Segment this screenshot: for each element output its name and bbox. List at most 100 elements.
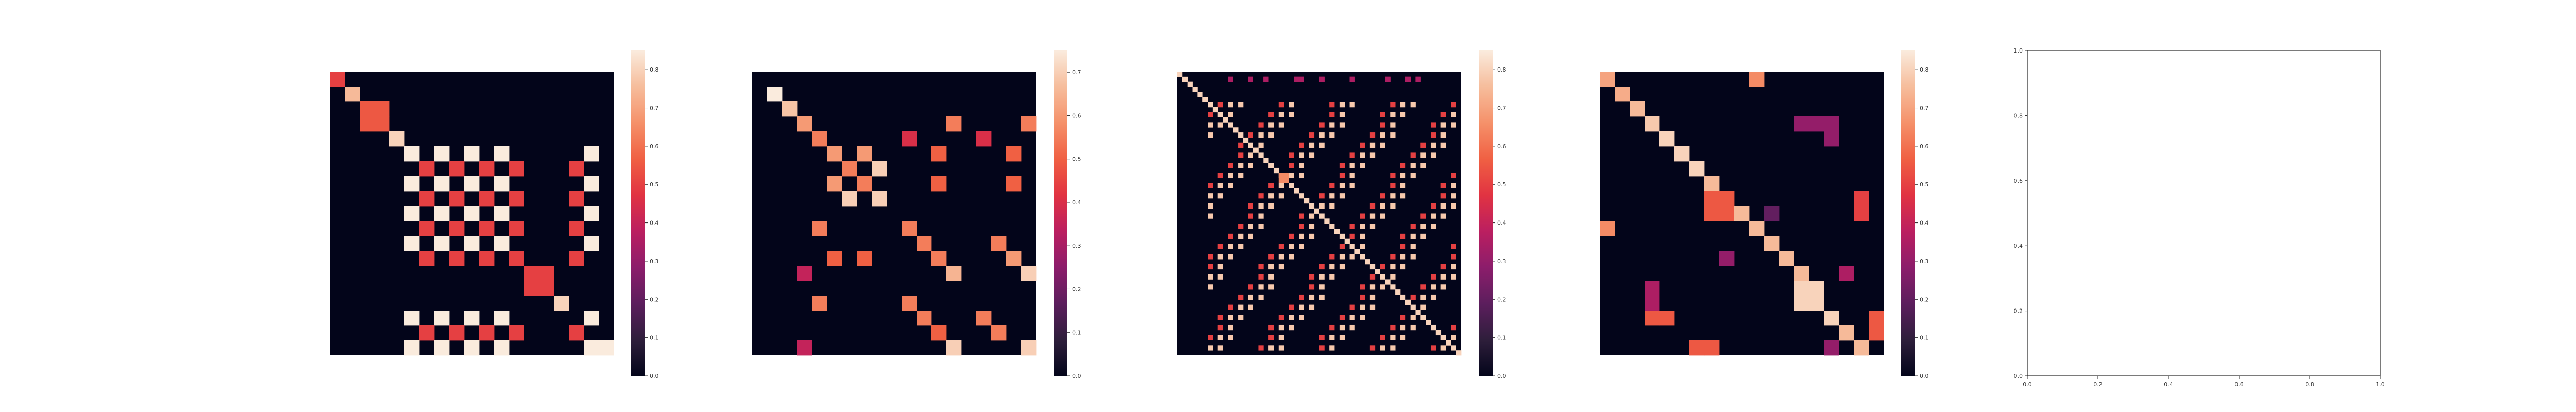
heatmap-cell [991, 236, 1007, 251]
heatmap-cell [1440, 284, 1446, 290]
heatmap-cell [1824, 131, 1839, 147]
heatmap-cell [584, 176, 599, 192]
heatmap-cell [1319, 264, 1325, 270]
heatmap-cell [1268, 122, 1274, 128]
colorbar-tick-label: 0.7 [650, 105, 659, 112]
heatmap-cell [1719, 206, 1735, 221]
heatmap-cell [464, 236, 480, 251]
heatmap-cell [1268, 274, 1274, 280]
heatmap-cell [1400, 183, 1406, 188]
heatmap-cell [1824, 340, 1839, 356]
heatmap-cell [1369, 284, 1376, 290]
heatmap-cell [1451, 345, 1456, 351]
heatmap-cell [1339, 173, 1345, 179]
heatmap-cell [1390, 284, 1396, 290]
colorbar-tick-label: 0.8 [1920, 66, 1929, 73]
heatmap-cell [1228, 304, 1233, 310]
heatmap-cell [946, 340, 962, 356]
heatmap-cell [509, 325, 524, 341]
heatmap-cell [1217, 122, 1223, 128]
heatmap-cell [1410, 152, 1416, 158]
heatmap-cell [1349, 244, 1355, 249]
heatmap-cell [1380, 122, 1385, 128]
heatmap-cell [1258, 274, 1264, 280]
colorbar-tick-label: 0.1 [1920, 335, 1929, 341]
heatmap-cell [1600, 72, 1615, 87]
y-tick-label: 0.6 [2014, 178, 2023, 184]
heatmap-cell [1268, 284, 1274, 290]
heatmap-cell [404, 340, 420, 356]
colorbar-tick-label: 0.5 [650, 181, 659, 188]
heatmap-cell [449, 161, 465, 177]
heatmap-cell [1319, 193, 1325, 199]
heatmap-cell [1349, 76, 1355, 82]
heatmap-cell [1451, 254, 1456, 260]
heatmap-cell [1268, 335, 1274, 340]
heatmap-cell [1238, 132, 1244, 138]
heatmap-cell [1809, 296, 1824, 311]
heatmap-cell [1329, 335, 1335, 340]
heatmap-cell [1268, 112, 1274, 117]
heatmap-cell [1779, 251, 1794, 266]
heatmap-cell [1344, 238, 1350, 244]
heatmap-cell [1289, 112, 1294, 117]
heatmap-cell [509, 221, 524, 236]
heatmap-cell [1430, 213, 1436, 219]
colorbar [1479, 50, 1493, 376]
heatmap-cell [1319, 76, 1325, 82]
heatmap-cell [1299, 213, 1304, 219]
colorbar-tick-label: 0.6 [650, 143, 659, 150]
y-tick-label: 0.2 [2014, 308, 2023, 315]
heatmap-cell [1400, 324, 1406, 331]
heatmap-cell [1410, 163, 1416, 168]
heatmap-cell [931, 325, 947, 341]
heatmap-cell [1410, 173, 1416, 179]
colorbar-tick-label: 0.3 [1497, 258, 1506, 265]
heatmap-cell [1339, 163, 1345, 168]
heatmap-cell [1289, 173, 1294, 179]
colorbar-tick-label: 0.8 [650, 66, 659, 73]
heatmap-cell [1430, 294, 1436, 300]
heatmap-cell [1764, 206, 1780, 221]
heatmap-cell [1187, 81, 1193, 87]
heatmap-cell [419, 221, 435, 236]
colorbar-tick-label: 0.2 [650, 296, 659, 303]
heatmap-cell [1400, 335, 1406, 340]
heatmap-cell [1208, 112, 1213, 117]
heatmap-cell [1794, 281, 1809, 296]
heatmap-cell [1278, 122, 1284, 128]
axes-frame [2027, 50, 2381, 376]
heatmap-cell [345, 87, 360, 102]
heatmap-cell [449, 251, 465, 266]
heatmap-cell [1212, 107, 1218, 113]
heatmap-cell [902, 221, 917, 236]
heatmap-cell [1238, 173, 1244, 179]
heatmap-cell [1659, 311, 1675, 326]
heatmap-cell [449, 191, 465, 207]
heatmap-cell [1400, 173, 1406, 179]
colorbar-tick-label: 0.3 [650, 258, 659, 265]
heatmap-cell [1704, 340, 1720, 356]
heatmap-cell [1339, 193, 1345, 199]
heatmap-cell [1309, 233, 1315, 239]
heatmap-cell [946, 266, 962, 281]
heatmap-cell [509, 191, 524, 207]
heatmap-cell [1329, 224, 1335, 229]
heatmap-cell [1319, 335, 1325, 340]
heatmap-cell [404, 176, 420, 192]
heatmap-cell [584, 311, 599, 326]
heatmap-cell [1238, 244, 1244, 249]
heatmap-cell [1645, 116, 1660, 132]
heatmap-cell [464, 146, 480, 162]
heatmap-cell [1289, 254, 1294, 260]
heatmap-cell [1451, 102, 1456, 108]
heatmap-cell [1360, 142, 1365, 148]
heatmap-cell [931, 251, 947, 266]
heatmap-cell [584, 340, 599, 356]
heatmap-cell [1268, 132, 1274, 138]
heatmap-cell [902, 296, 917, 311]
heatmap-cell [1228, 244, 1233, 249]
heatmap-cell [946, 116, 962, 132]
colorbar-tick-label: 0.7 [1497, 105, 1506, 112]
colorbar-tick-label: 0.7 [1920, 105, 1929, 112]
